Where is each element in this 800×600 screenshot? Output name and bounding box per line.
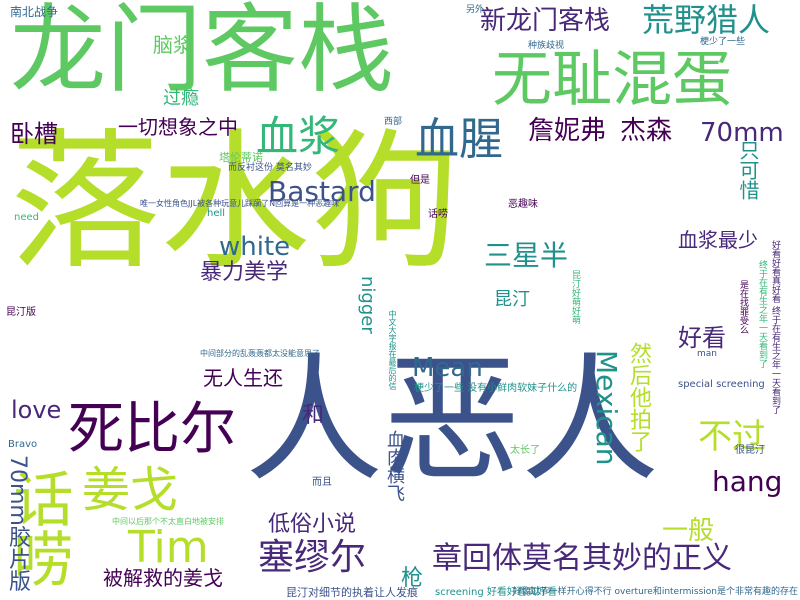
cloud-word: 太长了 [510,445,540,456]
cloud-word: man [697,349,717,359]
cloud-word: hang [712,465,783,498]
cloud-word: 血肉横飞 [384,430,405,502]
cloud-word: 另外 [466,5,485,15]
cloud-word: 血腥 [415,114,503,165]
cloud-word: 死比尔 [68,397,236,462]
cloud-word: 西部 [384,117,403,127]
cloud-word: 血浆最少 [678,228,758,252]
cloud-word: 暴力美学 [200,260,289,285]
cloud-word: 终于在有生之年一天看到了 [757,260,767,368]
cloud-word: 一般 [662,516,715,546]
cloud-word: 是在找罪受么 [738,280,748,334]
cloud-word: 卧槽 [10,120,58,148]
cloud-word: 昆汀版 [6,307,36,318]
cloud-word: Mean [412,353,483,383]
cloud-word: Mexican [590,350,623,466]
cloud-word: 落水狗 [10,116,461,290]
cloud-word: 无耻混蛋 [492,45,732,115]
cloud-word: 然后他拍了 [626,342,651,452]
cloud-word: 过瘾 [163,88,199,109]
cloud-word: love [11,396,62,424]
cloud-word: 而且 [312,477,332,488]
cloud-word: 无人生还 [203,366,283,390]
cloud-word: 三星半 [484,239,569,272]
cloud-word: 70mm胶片版 [5,455,30,592]
cloud-word: 但是 [410,175,430,186]
cloud-word: 枪 [401,566,424,591]
cloud-word: white [219,232,291,262]
cloud-word: 姜戈 [82,462,179,518]
cloud-word: 龙门客栈 [10,0,394,106]
cloud-word: 中文大字报在最后的信 [388,310,397,390]
cloud-word: 荒野猎人 [642,1,771,39]
cloud-word: need [14,212,39,223]
cloud-word: 人恶人 [245,340,660,501]
cloud-word: nigger [357,276,378,334]
cloud-word: 詹妮弗 [528,116,607,146]
cloud-word: 南北战争 [10,5,59,19]
cloud-word: 唯一女性角色JJL被各种玩意儿踩躏了N回算是一种恶趣味 [140,199,340,208]
cloud-word: 70mm [700,118,784,148]
cloud-word: 种族歧视 [528,41,565,51]
cloud-word: Tim [128,522,209,573]
cloud-word: 塞缪尔 [258,537,367,578]
cloud-word: 低俗小说 [268,512,357,537]
cloud-word: 血浆 [256,112,341,161]
cloud-word: screening 好看好看真好看 [435,587,557,598]
cloud-word: Bravo [8,439,38,450]
cloud-word: 昆汀 [494,289,530,310]
cloud-word: 好像过节一样开心得不行 overture和intermission是个非常有趣的… [512,587,798,597]
cloud-word: special screening [678,379,765,390]
cloud-word: 一切想象之中 [118,115,238,139]
cloud-word: 好看 [678,324,726,352]
cloud-word: 而反衬这份 莫名其妙 [228,163,312,173]
cloud-word: hell [207,208,226,219]
cloud-word: 好看好看真好看 终于在有生之年一天看到了 [770,240,780,414]
cloud-word: 杰森 [620,116,673,146]
cloud-word: Bastard [268,175,376,208]
cloud-word: 和 [302,403,325,428]
cloud-word: 中间以后那个不太直白地被安排 [112,517,224,526]
cloud-word: 昆汀对细节的执着让人发痕 [286,586,418,599]
cloud-word: 昆汀好萌好萌 [570,270,580,324]
cloud-word: 只可惜 [736,140,760,200]
cloud-word: 中间部分的乱轰轰都太没能意思了 [200,349,320,358]
cloud-word: 话唠 [3,468,73,588]
cloud-word: 恶趣味 [508,199,538,210]
cloud-word: 脑浆 [153,33,193,57]
cloud-word: 很昆汀 [735,445,765,456]
cloud-word: 梗少了一些 [700,37,746,47]
cloud-word: 新龙门客栈 [480,6,611,36]
cloud-word: 塔伦蒂诺 [219,151,263,164]
cloud-word: 被解救的姜戈 [103,566,223,590]
cloud-word: 章回体莫名其妙的正义 [432,541,732,576]
cloud-word: 话唠 [428,209,448,220]
cloud-word: 梗少了一些 没有小鲜肉软妹子什么的 [414,383,578,394]
cloud-word: 不过 [698,417,766,457]
